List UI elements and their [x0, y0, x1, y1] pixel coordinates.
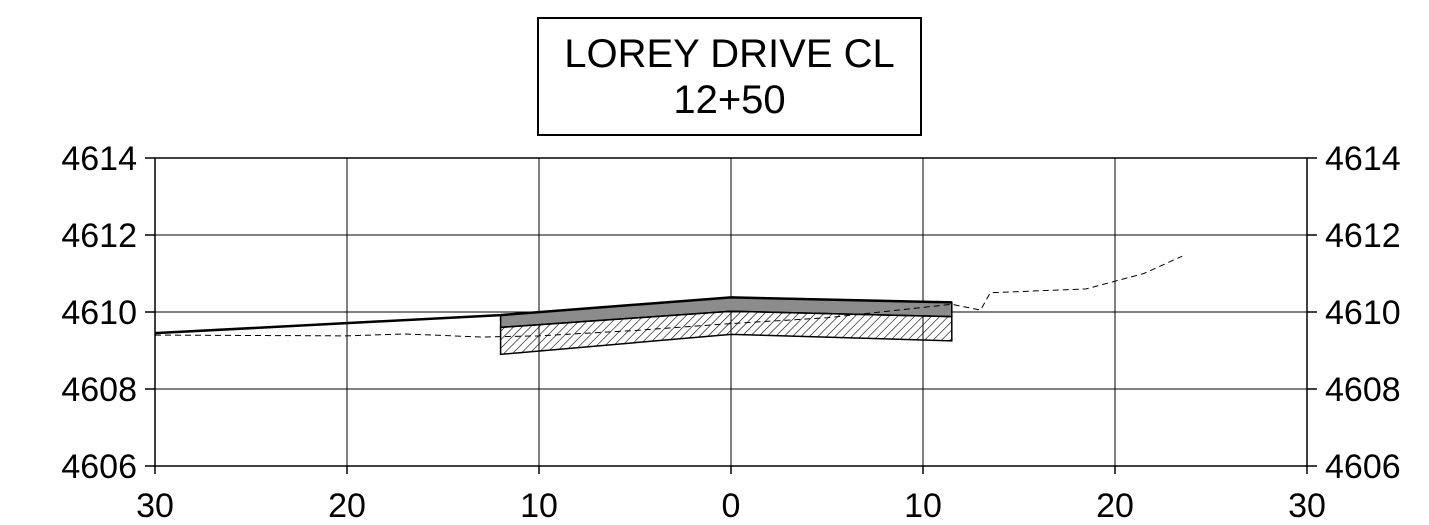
y-tick-label-left: 4608 — [61, 371, 137, 409]
axes — [145, 157, 1317, 474]
y-tick-label-right: 4606 — [1325, 448, 1401, 486]
profile-lines — [154, 255, 1183, 338]
y-tick-label-left: 4610 — [61, 294, 137, 332]
x-tick-label: 20 — [328, 487, 366, 525]
x-tick-label: 10 — [904, 487, 942, 525]
y-tick-label-left: 4612 — [61, 217, 137, 255]
x-tick-label: 10 — [520, 487, 558, 525]
title-line-2: 12+50 — [673, 77, 786, 122]
base-course-layer — [499, 310, 953, 356]
x-tick-label: 0 — [722, 487, 741, 525]
y-tick-label-right: 4614 — [1325, 140, 1401, 178]
y-tick-label-right: 4612 — [1325, 217, 1401, 255]
existing-ground-line — [154, 255, 1183, 338]
y-tick-label-right: 4610 — [1325, 294, 1401, 332]
y-tick-label-left: 4606 — [61, 448, 137, 486]
y-tick-label-right: 4608 — [1325, 371, 1401, 409]
y-tick-label-left: 4614 — [61, 140, 137, 178]
pavement-layers — [499, 296, 953, 356]
title-box: LOREY DRIVE CL 12+50 — [537, 17, 922, 136]
plot-frame — [154, 157, 1308, 467]
title-line-1: LOREY DRIVE CL — [564, 31, 895, 76]
x-tick-label: 30 — [1288, 487, 1326, 525]
x-tick-label: 30 — [136, 487, 174, 525]
tick-labels: 30 20 10 0 10 20 30 4614 4614 4612 4612 4610 4610 460… — [61, 140, 1400, 525]
finished-grade-line — [154, 296, 952, 335]
x-tick-label: 20 — [1096, 487, 1134, 525]
